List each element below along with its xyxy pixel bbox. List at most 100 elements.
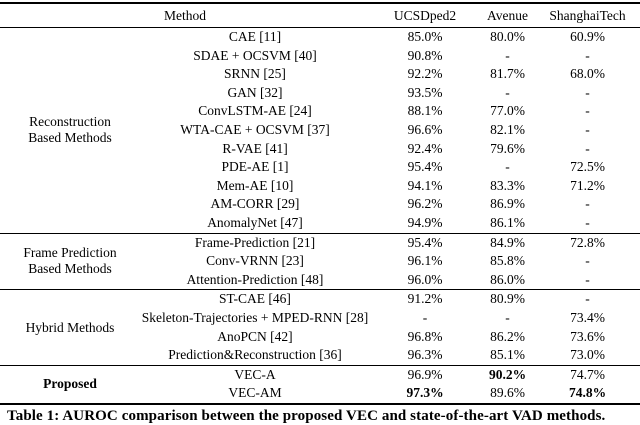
method-cell: ST-CAE [46] bbox=[219, 291, 291, 307]
value-cell: 72.5% bbox=[570, 159, 605, 175]
value-cell-best: 74.8% bbox=[568, 385, 607, 401]
value-cell: 74.7% bbox=[570, 366, 605, 382]
method-cell: SRNN [25] bbox=[224, 66, 286, 82]
method-cell: AnoPCN [42] bbox=[217, 328, 293, 344]
value-cell: - bbox=[585, 140, 590, 156]
value-cell: 60.9% bbox=[570, 29, 605, 44]
section-hybrid-methods: Hybrid Methods ST-CAE [46] 91.2% 80.9% -… bbox=[0, 289, 640, 365]
table-row: Prediction&Reconstruction [36] 96.3% 85.… bbox=[0, 346, 640, 365]
table-row: R-VAE [41] 92.4% 79.6% - bbox=[0, 140, 640, 159]
value-cell: 96.2% bbox=[407, 196, 443, 212]
value-cell: - bbox=[585, 196, 590, 212]
value-cell: 96.3% bbox=[407, 347, 443, 363]
value-cell: 86.0% bbox=[490, 271, 525, 287]
table-row: Proposed VEC-A 96.9% 90.2% 74.7% bbox=[0, 365, 640, 392]
method-cell: PDE-AE [1] bbox=[221, 159, 289, 175]
method-cell: Conv-VRNN [23] bbox=[206, 253, 304, 269]
value-cell-best: 90.2% bbox=[488, 366, 527, 382]
table-row: SRNN [25] 92.2% 81.7% 68.0% bbox=[0, 65, 640, 84]
value-cell: 89.6% bbox=[490, 385, 525, 401]
value-cell: 96.6% bbox=[407, 121, 443, 137]
method-cell: ConvLSTM-AE [24] bbox=[198, 103, 312, 119]
method-cell: Mem-AE [10] bbox=[216, 177, 294, 193]
value-cell: 81.7% bbox=[490, 66, 525, 82]
table-row: Reconstruction Based Methods CAE [11] 85… bbox=[0, 28, 640, 145]
value-cell: 73.6% bbox=[570, 328, 605, 344]
method-cell: VEC-AM bbox=[228, 385, 282, 401]
value-cell: 68.0% bbox=[570, 66, 605, 82]
table-header-row: Method UCSDped2 Avenue ShanghaiTech bbox=[0, 3, 640, 28]
method-cell: GAN [32] bbox=[227, 84, 283, 100]
column-header-ucsdped2: UCSDped2 bbox=[370, 3, 480, 28]
value-cell: 83.3% bbox=[490, 177, 525, 193]
value-cell: 85.0% bbox=[407, 29, 443, 44]
value-cell: 90.8% bbox=[407, 47, 443, 63]
column-header-shanghaitech: ShanghaiTech bbox=[535, 3, 640, 28]
value-cell: 96.8% bbox=[407, 328, 443, 344]
method-cell: Attention-Prediction [48] bbox=[186, 271, 324, 287]
value-cell: 80.9% bbox=[490, 291, 525, 307]
group-label-reconstruction: Reconstruction Based Methods bbox=[28, 114, 112, 146]
value-cell: 73.4% bbox=[570, 309, 605, 325]
section-reconstruction-based-methods: Reconstruction Based Methods CAE [11] 85… bbox=[0, 27, 640, 234]
value-cell: - bbox=[585, 214, 590, 230]
value-cell: 86.2% bbox=[490, 328, 525, 344]
table-row: Skeleton-Trajectories + MPED-RNN [28] - … bbox=[0, 309, 640, 328]
method-cell: SDAE + OCSVM [40] bbox=[193, 47, 317, 63]
value-cell: 82.1% bbox=[490, 121, 525, 137]
method-cell: R-VAE [41] bbox=[222, 140, 288, 156]
value-cell: 94.9% bbox=[407, 214, 443, 230]
value-cell: 96.1% bbox=[407, 253, 443, 269]
value-cell: - bbox=[585, 271, 590, 287]
value-cell: - bbox=[585, 121, 590, 137]
auroc-comparison-table: Method UCSDped2 Avenue ShanghaiTech Reco… bbox=[0, 2, 640, 405]
value-cell: - bbox=[505, 159, 510, 175]
method-cell: Frame-Prediction [21] bbox=[194, 234, 316, 250]
group-label-proposed: Proposed bbox=[43, 376, 97, 392]
value-cell: 95.4% bbox=[407, 159, 443, 175]
value-cell: 85.8% bbox=[490, 253, 525, 269]
table-row: Mem-AE [10] 94.1% 83.3% 71.2% bbox=[0, 177, 640, 196]
table-row: SDAE + OCSVM [40] 90.8% - - bbox=[0, 47, 640, 66]
column-header-avenue: Avenue bbox=[480, 3, 535, 28]
group-label-hybrid: Hybrid Methods bbox=[25, 319, 115, 335]
value-cell: 84.9% bbox=[490, 234, 525, 250]
method-cell: Prediction&Reconstruction [36] bbox=[168, 347, 342, 363]
table-row: Frame Prediction Based Methods Frame-Pre… bbox=[0, 233, 640, 277]
value-cell: 86.9% bbox=[490, 196, 525, 212]
value-cell: 94.1% bbox=[407, 177, 443, 193]
value-cell: - bbox=[585, 291, 590, 307]
table-row: AM-CORR [29] 96.2% 86.9% - bbox=[0, 195, 640, 214]
value-cell: - bbox=[505, 309, 510, 325]
value-cell: - bbox=[505, 47, 510, 63]
method-cell: WTA-CAE + OCSVM [37] bbox=[180, 121, 330, 137]
table-row: ConvLSTM-AE [24] 88.1% 77.0% - bbox=[0, 102, 640, 121]
value-cell: - bbox=[585, 84, 590, 100]
value-cell: 92.2% bbox=[407, 66, 443, 82]
column-header-method: Method bbox=[0, 3, 370, 28]
value-cell: 88.1% bbox=[407, 103, 443, 119]
value-cell: 95.4% bbox=[407, 234, 443, 250]
table-row: AnomalyNet [47] 94.9% 86.1% - bbox=[0, 214, 640, 233]
value-cell: - bbox=[585, 47, 590, 63]
method-cell: AM-CORR [29] bbox=[210, 196, 300, 212]
value-cell: 77.0% bbox=[490, 103, 525, 119]
value-cell: 92.4% bbox=[407, 140, 443, 156]
value-cell: - bbox=[585, 253, 590, 269]
section-proposed: Proposed VEC-A 96.9% 90.2% 74.7% VEC-AM … bbox=[0, 365, 640, 404]
value-cell: 80.0% bbox=[490, 29, 525, 44]
value-cell: 79.6% bbox=[490, 140, 525, 156]
table-row: GAN [32] 93.5% - - bbox=[0, 84, 640, 103]
table-row: PDE-AE [1] 95.4% - 72.5% bbox=[0, 158, 640, 177]
section-frame-prediction-based-methods: Frame Prediction Based Methods Frame-Pre… bbox=[0, 233, 640, 290]
value-cell: 93.5% bbox=[407, 84, 443, 100]
value-cell: 86.1% bbox=[490, 214, 525, 230]
table-row: Attention-Prediction [48] 96.0% 86.0% - bbox=[0, 271, 640, 290]
value-cell: - bbox=[585, 103, 590, 119]
value-cell: - bbox=[422, 309, 428, 325]
table-row: AnoPCN [42] 96.8% 86.2% 73.6% bbox=[0, 328, 640, 347]
value-cell: 96.9% bbox=[407, 366, 443, 382]
method-cell: Skeleton-Trajectories + MPED-RNN [28] bbox=[141, 309, 369, 325]
method-cell: VEC-A bbox=[234, 366, 276, 382]
method-cell: CAE [11] bbox=[228, 29, 282, 44]
